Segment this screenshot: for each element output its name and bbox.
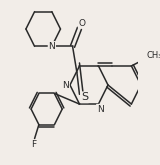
Text: N: N <box>97 105 104 114</box>
Text: S: S <box>81 92 88 102</box>
Text: CH₃: CH₃ <box>146 51 160 60</box>
Text: F: F <box>31 140 36 149</box>
Text: O: O <box>79 19 86 28</box>
Text: N: N <box>48 42 55 51</box>
Text: N: N <box>62 81 69 89</box>
